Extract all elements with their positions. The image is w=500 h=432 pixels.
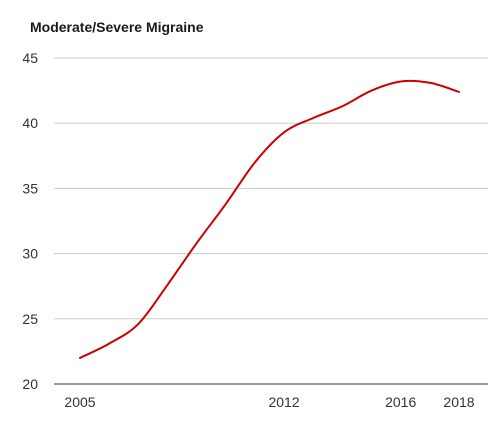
- y-tick-label-25: 25: [22, 311, 38, 327]
- y-tick-label-35: 35: [22, 180, 38, 196]
- series-line-0: [79, 79, 460, 359]
- x-tick-label-2018: 2018: [443, 394, 474, 410]
- x-axis-tick-labels: 2005 2012 2016 2018: [64, 394, 474, 410]
- x-tick-label-2012: 2012: [268, 394, 299, 410]
- series-layer: [79, 79, 460, 359]
- y-axis-tick-labels: 20 25 30 35 40 45: [22, 50, 38, 392]
- y-tick-label-40: 40: [22, 115, 38, 131]
- x-tick-label-2005: 2005: [64, 394, 95, 410]
- y-tick-label-20: 20: [22, 376, 38, 392]
- x-tick-label-2016: 2016: [385, 394, 416, 410]
- chart-title: Moderate/Severe Migraine: [30, 19, 204, 35]
- y-tick-label-45: 45: [22, 50, 38, 66]
- y-tick-label-30: 30: [22, 246, 38, 262]
- gridlines: [54, 57, 488, 385]
